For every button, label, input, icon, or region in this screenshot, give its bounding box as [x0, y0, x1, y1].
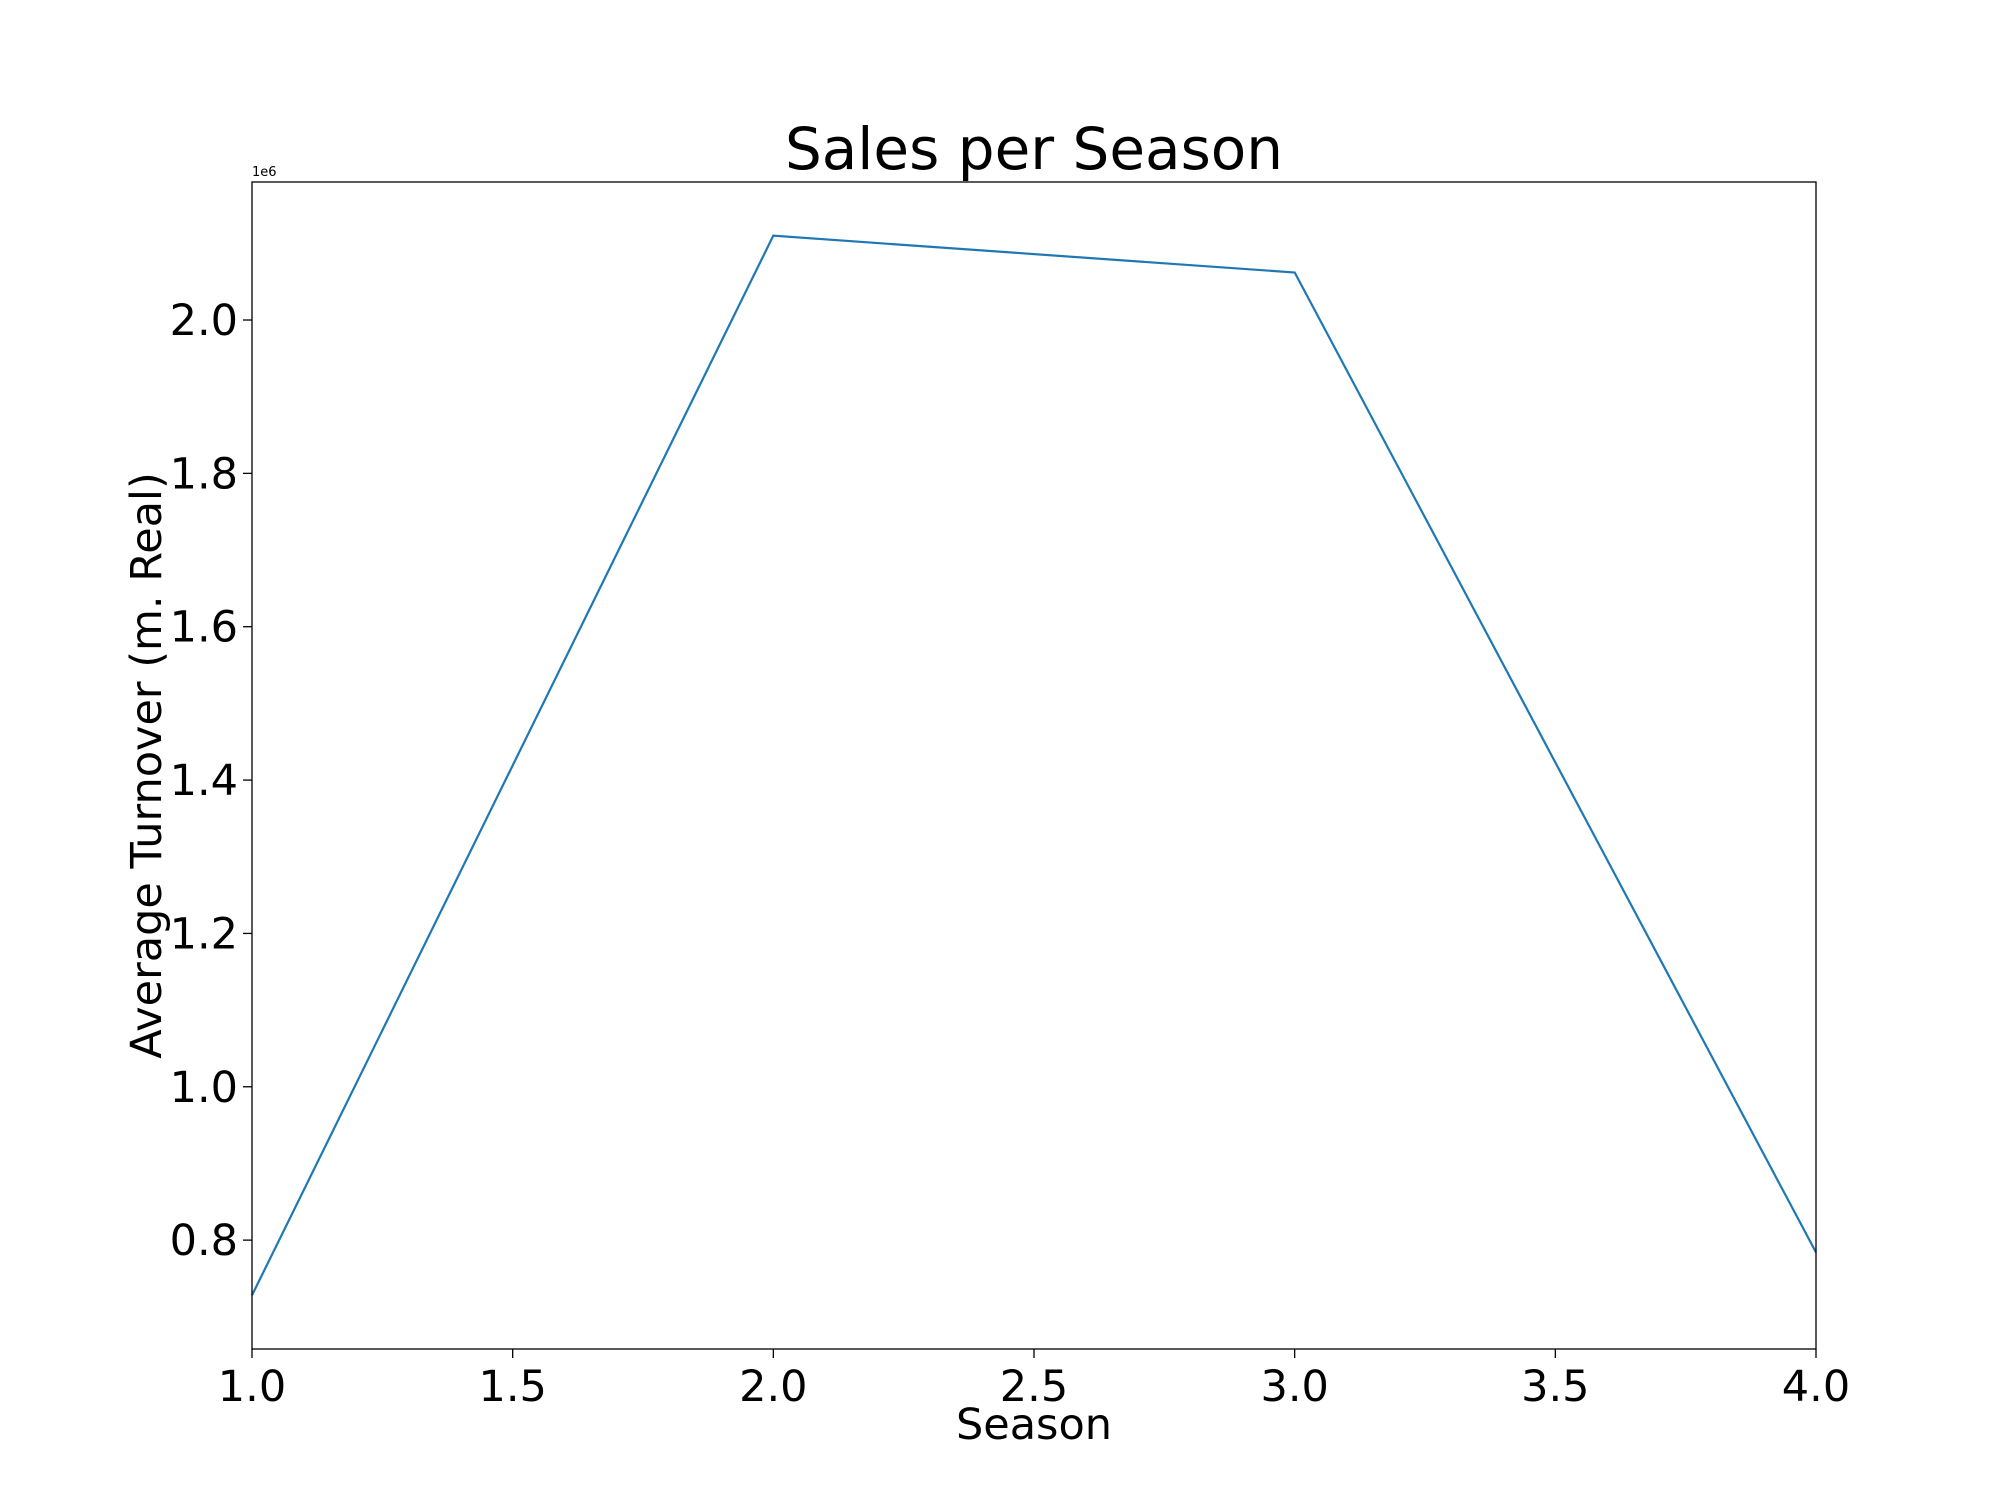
x-tick-label: 1.0	[218, 1362, 286, 1412]
y-axis-label: Average Turnover (m. Real)	[122, 472, 172, 1058]
x-tick-label: 4.0	[1782, 1362, 1850, 1412]
y-axis-offset-label: 1e6	[252, 165, 277, 180]
y-tick-label: 1.2	[170, 909, 238, 959]
x-axis: 1.0 1.5 2.0 2.5 3.0 3.5 4.0	[218, 1349, 1850, 1412]
series-line-0	[251, 234, 1817, 1296]
chart-title: Sales per Season	[785, 115, 1283, 183]
y-tick-label: 1.6	[170, 603, 238, 653]
y-tick-label: 0.8	[170, 1216, 238, 1266]
y-axis: 0.8 1.0 1.2 1.4 1.6 1.8 2.0	[170, 296, 252, 1266]
x-tick-label: 3.5	[1521, 1362, 1589, 1412]
y-tick-label: 1.8	[170, 449, 238, 499]
plot-area	[251, 181, 1817, 1350]
x-tick-label: 3.0	[1260, 1362, 1328, 1412]
x-tick-label: 2.0	[739, 1362, 807, 1412]
y-tick-label: 1.4	[170, 756, 238, 806]
x-axis-label: Season	[956, 1400, 1112, 1450]
y-tick-label: 1.0	[170, 1063, 238, 1113]
plot-background	[252, 182, 1816, 1349]
x-tick-label: 1.5	[478, 1362, 546, 1412]
y-tick-label: 2.0	[170, 296, 238, 346]
x-tick-label: 2.5	[1000, 1362, 1068, 1412]
